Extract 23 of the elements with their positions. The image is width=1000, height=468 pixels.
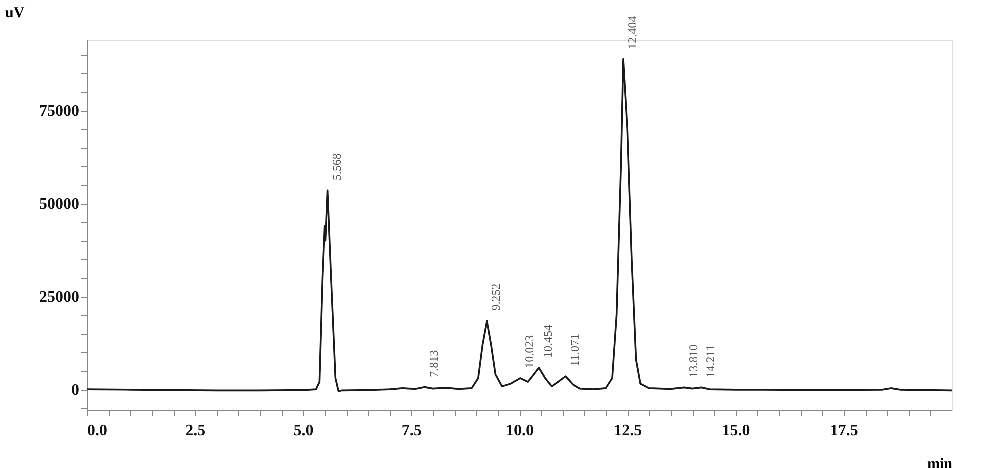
annotation: 7.813 (426, 350, 441, 378)
annotation: 11.071 (568, 334, 582, 367)
annotation: 14.211 (704, 345, 718, 378)
x-tick-label: 10.0 (506, 422, 534, 440)
x-tick-label: 15.0 (722, 422, 750, 440)
x-tick-label: 7.5 (402, 422, 422, 440)
x-tick-label: 0.0 (88, 422, 108, 440)
x-tick-label: 12.5 (614, 422, 642, 440)
line-series (86, 58, 953, 392)
y-axis-title: uV (6, 6, 25, 22)
y-tick-label: 25000 (40, 289, 80, 306)
y-tick-label: 75000 (40, 103, 80, 120)
x-tick-label: 17.5 (830, 422, 858, 440)
y-tick-label: 50000 (40, 196, 80, 214)
x-tick-label: 2.5 (186, 422, 206, 440)
annotation: 10.454 (541, 324, 556, 358)
x-tick-label: 5.0 (294, 422, 314, 440)
annotation: 9.252 (489, 284, 504, 311)
y-tick-label: 0 (72, 382, 80, 400)
annotation: 13.810 (686, 344, 700, 378)
annotation: 10.023 (522, 335, 536, 368)
annotation: 12.404 (625, 16, 640, 50)
annotation: 5.568 (330, 154, 344, 181)
